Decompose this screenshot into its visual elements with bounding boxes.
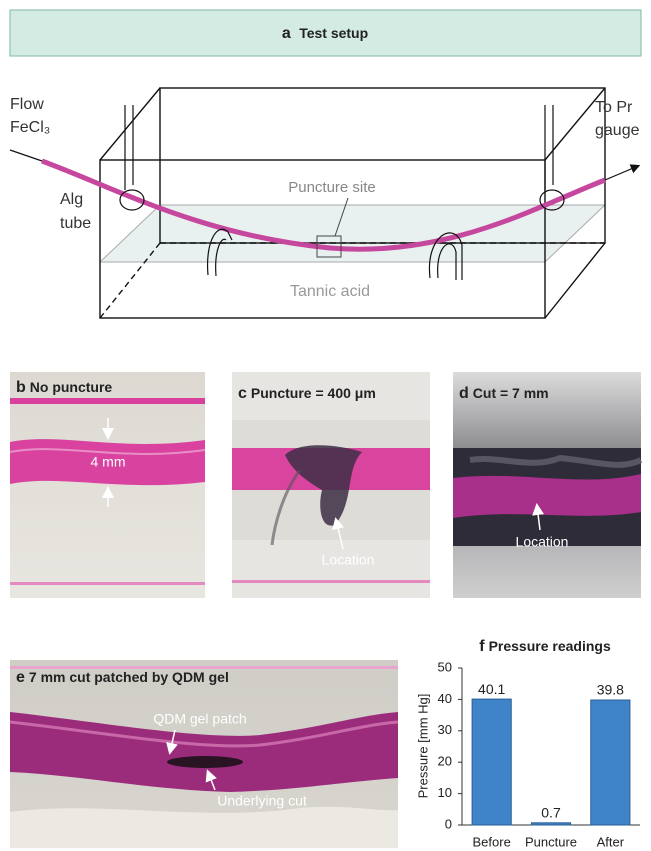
photo-e xyxy=(10,660,398,848)
y-tick-label: 20 xyxy=(438,754,452,769)
value-label: 40.1 xyxy=(478,681,505,697)
gauge-arrow xyxy=(605,166,638,180)
bar xyxy=(591,700,630,825)
figure: a Test setup Flow FeCl₃ To Pr gauge Alg … xyxy=(0,0,651,851)
panel-title: Puncture = 400 μm xyxy=(251,385,376,401)
panel-label: c xyxy=(238,385,247,402)
label: Flow xyxy=(10,96,44,113)
panel-title: Test setup xyxy=(299,25,368,41)
y-tick-label: 10 xyxy=(438,785,452,800)
y-tick-label: 0 xyxy=(445,816,452,831)
panel-label: d xyxy=(459,385,469,402)
y-tick-label: 50 xyxy=(438,659,452,674)
panel-title: No puncture xyxy=(30,379,113,395)
label: Alg xyxy=(60,191,83,208)
y-tick-label: 30 xyxy=(438,722,452,737)
photo-b xyxy=(10,372,205,598)
annotation: QDM gel patch xyxy=(153,711,246,727)
annotation: Location xyxy=(516,534,569,550)
panel-label: b xyxy=(16,379,26,396)
panel-label: f xyxy=(479,638,485,655)
photo-d xyxy=(453,372,641,598)
label: Tannic acid xyxy=(290,283,370,300)
label: tube xyxy=(60,215,91,232)
annotation: 4 mm xyxy=(91,454,126,470)
panel-label: a xyxy=(282,25,291,42)
y-tick-label: 40 xyxy=(438,691,452,706)
annotation: Underlying cut xyxy=(217,793,307,809)
x-tick-label: After xyxy=(597,834,625,849)
panel-label: e xyxy=(16,669,25,686)
panel-title: Cut = 7 mm xyxy=(473,385,549,401)
flow-line xyxy=(10,150,42,161)
label: To Pr xyxy=(595,99,633,116)
panel-title: 7 mm cut patched by QDM gel xyxy=(29,669,229,685)
x-tick-label: Puncture xyxy=(525,834,577,849)
value-label: 0.7 xyxy=(541,805,561,821)
bar xyxy=(531,823,570,825)
label: FeCl₃ xyxy=(10,119,50,136)
value-label: 39.8 xyxy=(597,682,624,698)
header: a Test setup xyxy=(282,25,368,43)
annotation: Location xyxy=(322,552,375,568)
label: Puncture site xyxy=(288,179,376,196)
chart-title: Pressure readings xyxy=(489,638,611,654)
bar xyxy=(472,699,511,825)
y-axis-label: Pressure [mm Hg] xyxy=(415,694,430,799)
x-tick-label: Before xyxy=(473,834,511,849)
label: gauge xyxy=(595,122,640,139)
